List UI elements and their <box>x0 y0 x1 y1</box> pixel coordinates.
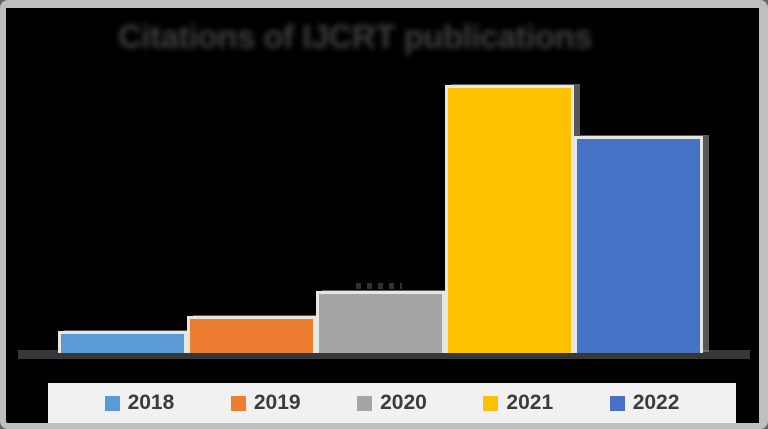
bar-2022 <box>574 136 703 353</box>
legend-swatch-2022 <box>609 395 625 411</box>
x-axis-line <box>18 350 750 359</box>
chart-title: Citations of IJCRT publications <box>118 18 593 55</box>
legend-swatch-2019 <box>230 395 246 411</box>
legend-item-2021: 2021 <box>483 391 553 415</box>
legend-swatch-2021 <box>483 395 499 411</box>
bar-2018 <box>58 331 187 353</box>
legend-item-2022: 2022 <box>609 391 680 415</box>
bar-2021 <box>445 85 574 353</box>
legend-label-2019: 2019 <box>253 391 301 414</box>
legend-item-2018: 2018 <box>104 391 175 415</box>
legend-swatch-2020 <box>357 395 373 411</box>
bars-group <box>58 85 703 353</box>
legend-item-2019: 2019 <box>230 391 301 415</box>
legend-item-2020: 2020 <box>357 391 427 415</box>
legend-label-2021: 2021 <box>506 391 554 414</box>
clipped-data-label-fragment <box>356 283 402 289</box>
legend: 2018 2019 2020 2021 2022 <box>48 383 736 423</box>
bar-2019 <box>187 316 316 353</box>
chart-canvas: Citations of IJCRT publications 2018 2019… <box>6 8 759 423</box>
legend-swatch-2018 <box>104 395 120 411</box>
bar-2020 <box>316 291 445 353</box>
legend-label-2018: 2018 <box>127 391 175 414</box>
legend-label-2020: 2020 <box>380 391 427 414</box>
legend-label-2022: 2022 <box>632 391 680 414</box>
